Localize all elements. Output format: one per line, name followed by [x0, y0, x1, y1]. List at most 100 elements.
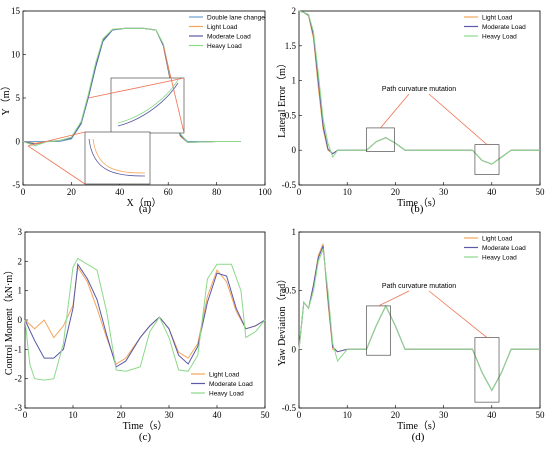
- legend: Light Load Moderate Load Heavy Load: [464, 235, 526, 261]
- y-tick-label: 1: [18, 286, 23, 296]
- x-axis-label: Time（s）: [397, 197, 442, 209]
- legend: Double lane change Light Load Moderate Loa…: [189, 14, 265, 50]
- x-tick-label: 10: [343, 187, 353, 197]
- x-axis-label: X（m）: [127, 197, 162, 209]
- annotation-arrow: [378, 290, 410, 307]
- annotation-arrow: [428, 290, 488, 338]
- x-tick-label: 30: [165, 410, 175, 420]
- y-tick-label: 0.5: [285, 286, 297, 296]
- legend-label: Heavy Load: [209, 390, 244, 397]
- zoom-connector: [162, 45, 185, 134]
- panel-caption: (c): [139, 431, 152, 443]
- zoom-connector: [27, 145, 86, 185]
- chart-panel-c: 0 10 20 30 40 50 -3 -2 -1 0 1 2 3 Time（s） Control Mome…: [3, 227, 270, 443]
- x-tick-label: 80: [212, 187, 222, 197]
- panel-caption: (d): [412, 431, 425, 443]
- x-tick-label: 0: [297, 187, 302, 197]
- legend-label: Heavy Load: [207, 43, 242, 50]
- annotation-label: Path curvature mutation: [382, 283, 456, 290]
- legend-label: Light Load: [207, 24, 238, 31]
- legend-label: Heavy Load: [482, 33, 517, 40]
- x-tick-label: 50: [536, 410, 546, 420]
- x-axis-label: Time（s）: [123, 420, 168, 432]
- x-tick-label: 20: [391, 410, 401, 420]
- x-tick-label: 0: [23, 410, 28, 420]
- x-tick-label: 10: [69, 410, 79, 420]
- y-tick-label: 0: [292, 145, 297, 155]
- y-tick-label: 1: [292, 227, 297, 237]
- y-tick-label: -2: [15, 374, 23, 384]
- x-tick-label: 20: [117, 410, 127, 420]
- series-line-moderate-load: [24, 262, 266, 368]
- y-tick-label: 10: [11, 50, 21, 60]
- series-line-heavy-load: [24, 257, 266, 381]
- legend-label: Moderate Load: [209, 381, 253, 388]
- y-axis-label: Control Moment（kN·m）: [3, 265, 15, 375]
- plot-area: [298, 231, 541, 409]
- x-tick-label: 60: [164, 187, 174, 197]
- x-tick-label: 40: [487, 187, 497, 197]
- legend-label: Light Load: [482, 235, 513, 242]
- zoom-connector: [88, 77, 185, 99]
- y-tick-label: 0: [16, 137, 21, 147]
- inset-curve: [117, 79, 179, 124]
- y-axis-label: Yaw Deviation（rad）: [276, 274, 288, 367]
- plot-area: [298, 10, 541, 186]
- x-tick-label: 100: [258, 187, 272, 197]
- annotation-arrow: [428, 93, 488, 145]
- annotation-arrow: [380, 93, 410, 129]
- y-tick-label: 3: [18, 227, 23, 237]
- x-tick-label: 50: [536, 187, 546, 197]
- y-tick-label: 0: [292, 344, 297, 354]
- inset-curve: [92, 138, 146, 174]
- y-tick-label: 1.5: [285, 41, 297, 51]
- x-tick-label: 50: [261, 410, 271, 420]
- x-tick-label: 10: [343, 410, 353, 420]
- panel-caption: (b): [411, 203, 424, 215]
- legend-label: Moderate Load: [482, 245, 526, 252]
- legend-label: Heavy Load: [482, 254, 517, 261]
- x-tick-label: 40: [487, 410, 497, 420]
- y-tick-label: -3: [15, 403, 23, 413]
- y-tick-label: -0.5: [282, 403, 297, 413]
- zoom-inset: [84, 131, 151, 185]
- y-tick-label: -0.5: [282, 180, 297, 190]
- y-axis-label: Y（m）: [0, 81, 12, 116]
- legend-label: Moderate Load: [207, 33, 251, 40]
- legend-label: Light Load: [482, 14, 513, 21]
- y-tick-label: 0.5: [285, 110, 297, 120]
- y-tick-label: 2: [292, 6, 297, 16]
- y-axis-label: Lateral Error（m）: [276, 58, 288, 138]
- x-tick-label: 40: [115, 187, 125, 197]
- legend-label: Moderate Load: [482, 24, 526, 31]
- series-line-heavy-load: [298, 10, 540, 165]
- x-tick-label: 20: [391, 187, 401, 197]
- legend: Light Load Moderate Load Heavy Load: [191, 371, 253, 397]
- legend-label: Light Load: [209, 371, 240, 378]
- x-axis-label: Time（s）: [397, 420, 442, 432]
- annotation-label: Path curvature mutation: [382, 86, 456, 93]
- legend: Light Load Moderate Load Heavy Load: [464, 14, 526, 40]
- panel-caption: (a): [139, 203, 152, 215]
- y-tick-label: 2: [18, 256, 23, 266]
- x-tick-label: 0: [21, 187, 26, 197]
- y-tick-label: -1: [15, 344, 23, 354]
- y-tick-label: 1: [292, 76, 297, 86]
- legend-label: Double lane change: [207, 14, 265, 21]
- x-tick-label: 0: [297, 410, 302, 420]
- plot-area: [24, 231, 266, 409]
- inset-curve: [88, 138, 146, 177]
- y-tick-label: 5: [16, 93, 21, 103]
- x-tick-label: 30: [439, 410, 449, 420]
- y-tick-label: 0: [18, 315, 23, 325]
- y-tick-label: -5: [13, 180, 21, 190]
- x-tick-label: 20: [67, 187, 77, 197]
- x-tick-label: 40: [213, 410, 223, 420]
- zoom-connector: [27, 131, 86, 147]
- y-tick-label: 15: [11, 6, 21, 16]
- x-tick-label: 30: [439, 187, 449, 197]
